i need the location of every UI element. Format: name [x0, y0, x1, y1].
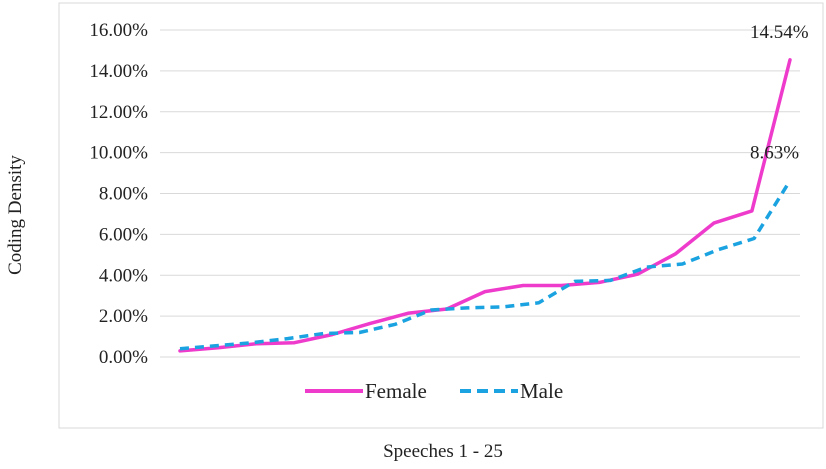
- gridlines: [160, 29, 800, 358]
- data-label-male: 8.63%: [750, 143, 799, 164]
- legend-label-female: Female: [365, 379, 427, 403]
- series-layer: [178, 58, 792, 353]
- legend: Female Male: [305, 379, 563, 403]
- y-tick-label: 16.00%: [89, 20, 148, 41]
- y-tick-labels: 0.00% 2.00% 4.00% 6.00% 8.00% 10.00% 12.00% 14.…: [89, 20, 148, 368]
- series-line-female: [178, 58, 792, 353]
- plot-frame: [58, 2, 824, 429]
- y-tick-label: 6.00%: [99, 224, 148, 245]
- y-tick-label: 0.00%: [99, 347, 148, 368]
- y-tick-label: 2.00%: [99, 306, 148, 327]
- data-label-female: 14.54%: [750, 22, 809, 43]
- y-tick-label: 4.00%: [99, 265, 148, 286]
- y-axis-title: Coding Density: [5, 155, 26, 275]
- y-tick-label: 8.00%: [99, 184, 148, 205]
- y-tick-label: 10.00%: [89, 143, 148, 164]
- legend-label-male: Male: [520, 379, 563, 403]
- y-tick-label: 14.00%: [89, 61, 148, 82]
- y-tick-label: 12.00%: [89, 102, 148, 123]
- data-labels: 14.54% 8.63%: [750, 22, 809, 164]
- series-line-male: [179, 179, 792, 351]
- x-axis-title: Speeches 1 - 25: [383, 441, 503, 462]
